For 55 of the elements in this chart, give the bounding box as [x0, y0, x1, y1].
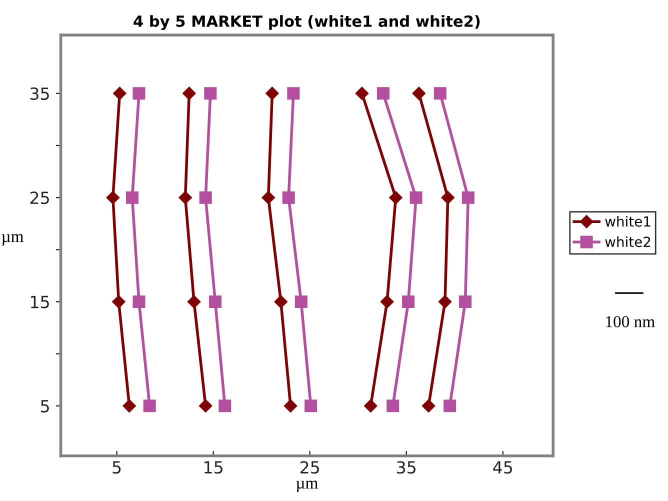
point — [178, 190, 192, 204]
legend-label: white1 — [605, 216, 650, 227]
point — [204, 87, 217, 100]
y-tick-label: 35 — [30, 87, 49, 100]
point — [287, 87, 300, 100]
point — [389, 190, 402, 204]
point — [402, 295, 415, 308]
point — [462, 191, 474, 204]
point — [262, 190, 275, 204]
point — [355, 86, 369, 100]
point — [199, 399, 212, 412]
point — [434, 87, 446, 100]
y-tick-label: 5 — [41, 400, 49, 412]
point — [459, 295, 472, 308]
y-axis-title: µm — [2, 234, 24, 246]
text: 100 nm — [606, 316, 655, 328]
point — [143, 400, 156, 412]
x-tick-label: 45 — [493, 461, 512, 474]
x-axis-title: µm — [296, 480, 318, 492]
point — [122, 399, 136, 412]
point — [412, 86, 426, 100]
point — [218, 400, 232, 412]
point — [132, 295, 146, 308]
point — [386, 400, 400, 412]
point — [106, 190, 120, 204]
point — [376, 87, 390, 100]
x-tick-label: 5 — [112, 461, 121, 474]
point — [441, 190, 454, 204]
point — [422, 399, 436, 412]
chart-title: 4 by 5 MARKET plot (white1 and white2) — [134, 15, 480, 30]
point — [126, 191, 138, 204]
point — [266, 86, 279, 100]
point — [199, 191, 212, 204]
point — [132, 87, 146, 100]
x-tick-label: 25 — [300, 461, 319, 474]
point — [438, 295, 452, 308]
y-tick-label: 15 — [30, 296, 49, 308]
point — [410, 191, 422, 204]
point — [294, 295, 308, 308]
point — [112, 295, 126, 308]
x-tick-label: 15 — [204, 461, 222, 474]
point — [380, 295, 394, 308]
point — [113, 86, 126, 100]
legend-label: white2 — [605, 236, 650, 248]
y-tick-label: 25 — [30, 192, 49, 204]
point — [282, 191, 295, 204]
point — [364, 399, 378, 412]
point — [444, 400, 456, 412]
point — [304, 400, 318, 412]
point — [187, 295, 201, 308]
point — [284, 399, 298, 412]
x-tick-label: 35 — [397, 461, 416, 474]
point — [182, 86, 196, 100]
point — [208, 295, 222, 308]
point — [274, 295, 288, 308]
